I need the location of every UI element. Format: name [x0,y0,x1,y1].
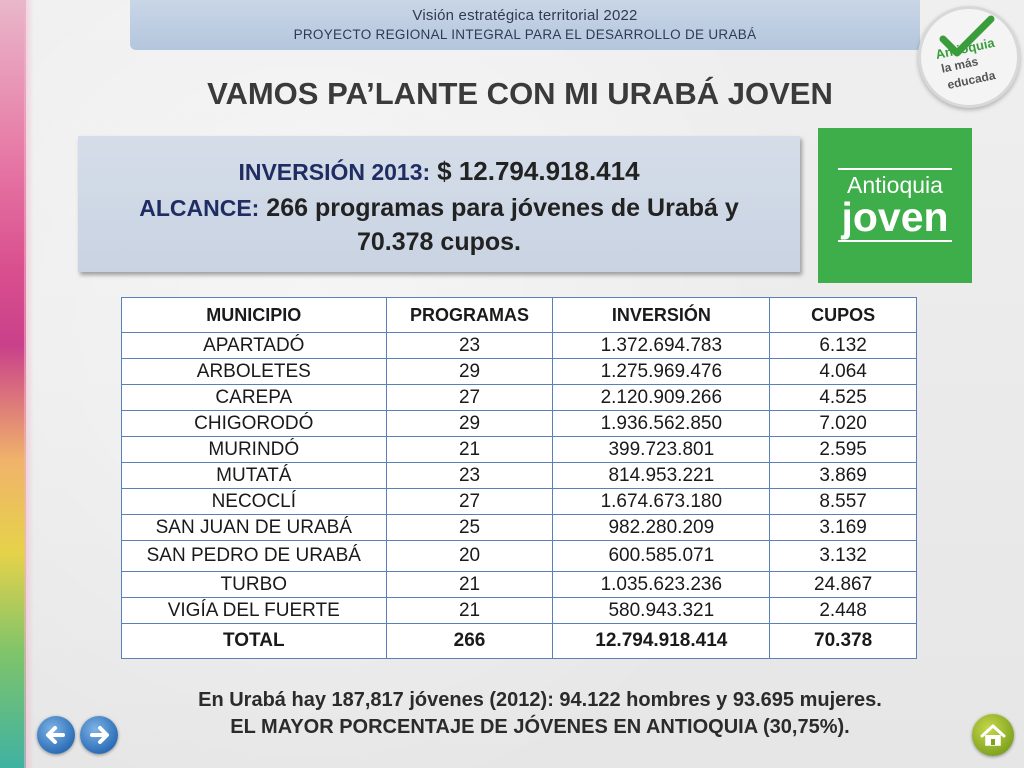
cell-municipio: MUTATÁ [121,462,387,489]
column-header-cupos: CUPOS [769,297,917,333]
cell-municipio: SAN JUAN DE URABÁ [121,514,387,541]
cell-programas: 29 [385,358,554,385]
total-programas: 266 [385,623,554,659]
logo-text-joven: joven [841,194,949,240]
home-button[interactable] [972,714,1014,756]
cell-municipio: SAN PEDRO DE URABÁ [121,540,387,572]
cell-cupos: 24.867 [769,571,917,598]
cell-inversion: 1.936.562.850 [552,410,771,437]
investment-label: INVERSIÓN 2013: [238,159,431,185]
cell-inversion: 1.674.673.180 [552,488,771,515]
header-banner: Visión estratégica territorial 2022 PROY… [130,0,920,50]
cell-inversion: 600.585.071 [552,540,771,572]
table-row: SAN PEDRO DE URABÁ 20 600.585.071 3.132 [121,540,917,572]
cell-programas: 27 [385,384,554,411]
reach-value-continued: 70.378 cupos. [357,228,521,256]
table-row: ARBOLETES 29 1.275.969.476 4.064 [121,358,917,385]
cell-municipio: CHIGORODÓ [121,410,387,437]
cell-programas: 21 [385,597,554,624]
cell-cupos: 2.595 [769,436,917,463]
cell-inversion: 982.280.209 [552,514,771,541]
investment-summary-box: INVERSIÓN 2013: $ 12.794.918.414 ALCANCE… [78,136,800,272]
reach-line: ALCANCE: 266 programas para jóvenes de U… [78,194,800,223]
table-row: MURINDÓ 21 399.723.801 2.595 [121,436,917,463]
cell-municipio: MURINDÓ [121,436,387,463]
cell-inversion: 1.035.623.236 [552,571,771,598]
cell-municipio: CAREPA [121,384,387,411]
cell-inversion: 399.723.801 [552,436,771,463]
cell-programas: 20 [385,540,554,572]
cell-municipio: APARTADÓ [121,332,387,359]
table-row: APARTADÓ 23 1.372.694.783 6.132 [121,332,917,359]
cell-inversion: 1.372.694.783 [552,332,771,359]
cell-cupos: 2.448 [769,597,917,624]
cell-inversion: 2.120.909.266 [552,384,771,411]
cell-cupos: 7.020 [769,410,917,437]
cell-programas: 23 [385,332,554,359]
column-header-programas: PROGRAMAS [385,297,554,333]
total-inversion: 12.794.918.414 [552,623,771,659]
table-row: CAREPA 27 2.120.909.266 4.525 [121,384,917,411]
table-header-row: MUNICIPIO PROGRAMAS INVERSIÓN CUPOS [121,297,917,333]
footer-percentage-note: EL MAYOR PORCENTAJE DE JÓVENES EN ANTIOQ… [230,716,850,738]
cell-inversion: 814.953.221 [552,462,771,489]
footer-youth-population: En Urabá hay 187,817 jóvenes (2012): 94.… [198,689,882,711]
checkmark-icon [939,15,995,57]
cell-cupos: 8.557 [769,488,917,515]
reach-value: 266 programas para jóvenes de Urabá y [266,194,739,222]
cell-inversion: 1.275.969.476 [552,358,771,385]
cell-municipio: NECOCLÍ [121,488,387,515]
cell-programas: 29 [385,410,554,437]
investment-value: $ 12.794.918.414 [437,156,640,186]
total-label: TOTAL [121,623,387,659]
decorative-color-strip [0,0,34,768]
cell-municipio: VIGÍA DEL FUERTE [121,597,387,624]
arrow-left-icon [46,726,65,744]
logo-divider [838,240,952,242]
cell-programas: 21 [385,436,554,463]
table-row: VIGÍA DEL FUERTE 21 580.943.321 2.448 [121,597,917,624]
table-row: CHIGORODÓ 29 1.936.562.850 7.020 [121,410,917,437]
cell-inversion: 580.943.321 [552,597,771,624]
cell-municipio: TURBO [121,571,387,598]
cell-cupos: 3.132 [769,540,917,572]
cell-cupos: 3.869 [769,462,917,489]
table-row: MUTATÁ 23 814.953.221 3.869 [121,462,917,489]
cell-programas: 23 [385,462,554,489]
cell-municipio: ARBOLETES [121,358,387,385]
cell-programas: 27 [385,488,554,515]
logo-text-antioquia: Antioquia [847,172,943,198]
back-button[interactable] [37,716,75,754]
cell-cupos: 4.064 [769,358,917,385]
antioquia-educada-badge: Antioquia la más educada [918,6,1020,108]
municipality-table: MUNICIPIO PROGRAMAS INVERSIÓN CUPOS APAR… [121,297,917,659]
cell-cupos: 4.525 [769,384,917,411]
logo-divider [838,168,952,170]
cell-programas: 21 [385,571,554,598]
header-project-name: PROYECTO REGIONAL INTEGRAL PARA EL DESAR… [293,27,757,42]
arrow-right-icon [90,726,109,744]
total-cupos: 70.378 [769,623,917,659]
investment-line: INVERSIÓN 2013: $ 12.794.918.414 [78,156,800,187]
table-row: NECOCLÍ 27 1.674.673.180 8.557 [121,488,917,515]
table-row: SAN JUAN DE URABÁ 25 982.280.209 3.169 [121,514,917,541]
table-total-row: TOTAL 266 12.794.918.414 70.378 [121,623,917,659]
reach-label: ALCANCE: [139,195,260,221]
cell-programas: 25 [385,514,554,541]
cell-cupos: 3.169 [769,514,917,541]
header-subtitle: Visión estratégica territorial 2022 [412,7,638,24]
cell-cupos: 6.132 [769,332,917,359]
home-icon [980,724,1006,746]
antioquia-joven-logo: Antioquia joven [818,128,972,283]
column-header-municipio: MUNICIPIO [121,297,387,333]
column-header-inversion: INVERSIÓN [552,297,771,333]
forward-button[interactable] [80,716,118,754]
page-title: VAMOS PA’LANTE CON MI URABÁ JOVEN [207,76,833,111]
table-row: TURBO 21 1.035.623.236 24.867 [121,571,917,598]
